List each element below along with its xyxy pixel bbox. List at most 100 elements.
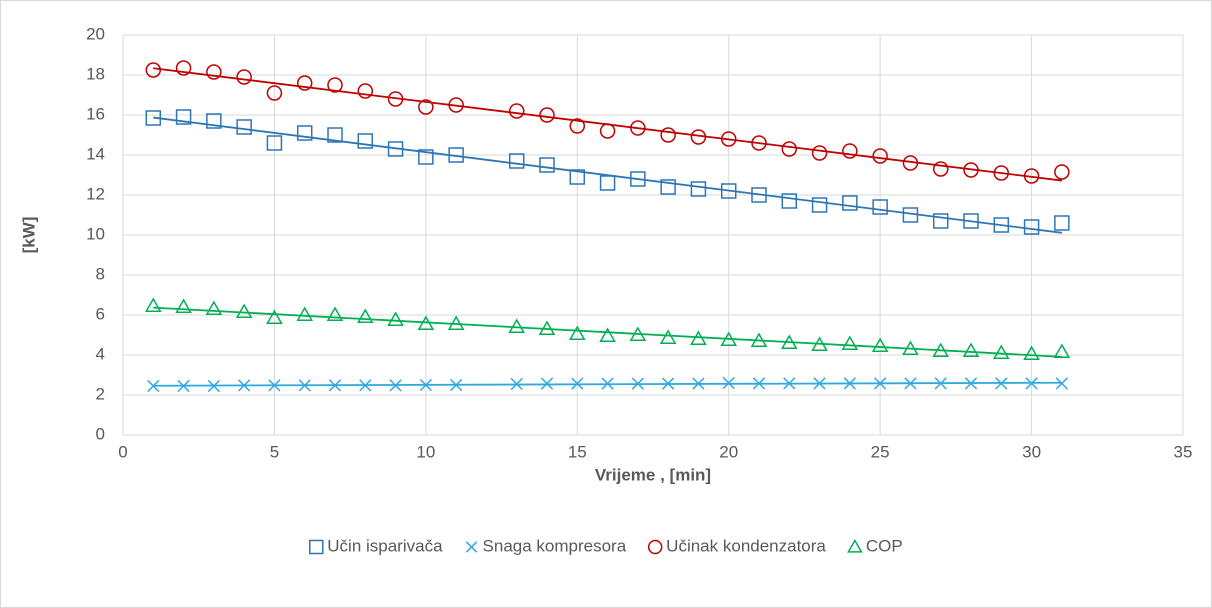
marker [904, 377, 917, 390]
marker [962, 342, 980, 357]
marker [690, 129, 707, 145]
marker [601, 377, 614, 390]
marker [147, 379, 160, 393]
marker [631, 377, 644, 390]
y-tick-label: 4 [96, 344, 105, 363]
marker [751, 135, 767, 151]
marker [780, 334, 798, 349]
marker [510, 377, 523, 391]
marker [540, 377, 554, 390]
marker [268, 379, 281, 392]
marker [934, 377, 947, 390]
legend-label: Učin isparivača [327, 536, 443, 555]
marker [538, 320, 556, 335]
marker [964, 377, 978, 390]
marker [599, 327, 616, 342]
marker [751, 187, 767, 203]
marker [448, 147, 464, 163]
marker [389, 379, 402, 392]
marker [236, 69, 252, 85]
marker [387, 311, 404, 326]
legend-marker [465, 541, 478, 553]
marker [387, 91, 404, 107]
marker [843, 377, 856, 390]
legend-label: Učinak kondenzatora [666, 536, 826, 555]
marker [539, 157, 555, 173]
marker [447, 315, 465, 330]
marker [357, 83, 374, 99]
marker [963, 213, 979, 229]
marker [690, 330, 707, 345]
marker [963, 162, 979, 178]
marker [569, 169, 586, 185]
marker [356, 308, 374, 323]
marker [205, 300, 223, 315]
marker [902, 340, 919, 355]
marker [266, 85, 283, 101]
marker [811, 197, 828, 213]
marker [568, 325, 586, 340]
legend-marker [647, 539, 663, 555]
x-tick-label: 10 [416, 442, 435, 461]
y-tick-label: 12 [86, 184, 105, 203]
y-tick-label: 0 [96, 424, 105, 443]
marker [238, 379, 251, 392]
marker [359, 379, 372, 392]
marker [418, 149, 434, 165]
marker [811, 145, 828, 161]
legend-label: COP [866, 536, 903, 555]
marker [235, 303, 253, 318]
marker [571, 377, 584, 390]
marker [327, 127, 343, 143]
y-tick-label: 8 [96, 264, 105, 283]
marker [144, 297, 162, 312]
marker [813, 377, 826, 390]
marker [266, 309, 283, 324]
y-tick-label: 10 [86, 224, 105, 243]
marker [175, 298, 192, 313]
marker [662, 377, 675, 390]
legend-label: Snaga kompresora [483, 536, 627, 555]
marker [752, 377, 766, 390]
marker [298, 379, 311, 392]
marker [1054, 215, 1070, 231]
legend-marker [309, 539, 324, 555]
marker [599, 123, 616, 139]
y-tick-label: 18 [86, 64, 105, 83]
marker [266, 135, 283, 151]
marker [902, 155, 919, 171]
marker [781, 193, 798, 209]
marker [932, 342, 950, 357]
marker [629, 326, 647, 341]
marker [539, 107, 555, 123]
marker [326, 306, 344, 321]
x-tick-label: 15 [568, 442, 587, 461]
marker [811, 336, 828, 351]
marker [1054, 164, 1070, 180]
marker [660, 127, 676, 143]
marker [450, 378, 463, 392]
marker [569, 118, 586, 134]
marker [206, 64, 222, 80]
x-tick-label: 25 [871, 442, 890, 461]
y-tick-label: 16 [86, 104, 105, 123]
marker [1023, 345, 1040, 360]
marker [720, 131, 737, 147]
x-axis-label: Vrijeme , [min] [595, 465, 711, 484]
marker [508, 153, 525, 169]
marker [932, 213, 949, 229]
marker [690, 181, 707, 197]
marker [692, 377, 705, 390]
marker [659, 329, 677, 344]
marker [1023, 168, 1040, 184]
marker [781, 141, 798, 157]
marker [842, 143, 858, 159]
marker [872, 148, 888, 164]
y-tick-label: 14 [86, 144, 105, 163]
marker [296, 75, 313, 91]
marker [419, 378, 432, 392]
marker [417, 315, 435, 330]
marker [995, 377, 1008, 390]
marker [448, 97, 464, 113]
